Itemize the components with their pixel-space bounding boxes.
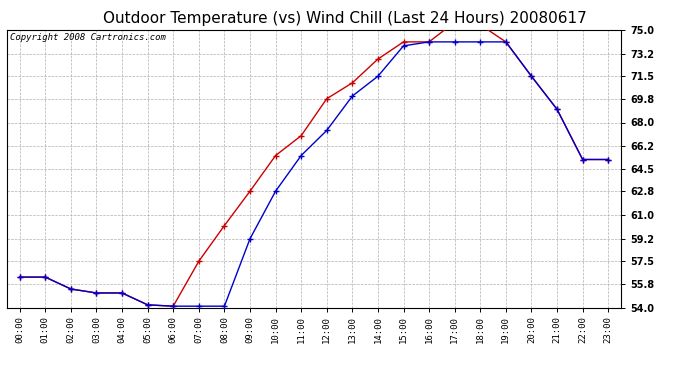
Text: Copyright 2008 Cartronics.com: Copyright 2008 Cartronics.com xyxy=(10,33,166,42)
Text: Outdoor Temperature (vs) Wind Chill (Last 24 Hours) 20080617: Outdoor Temperature (vs) Wind Chill (Las… xyxy=(103,11,587,26)
